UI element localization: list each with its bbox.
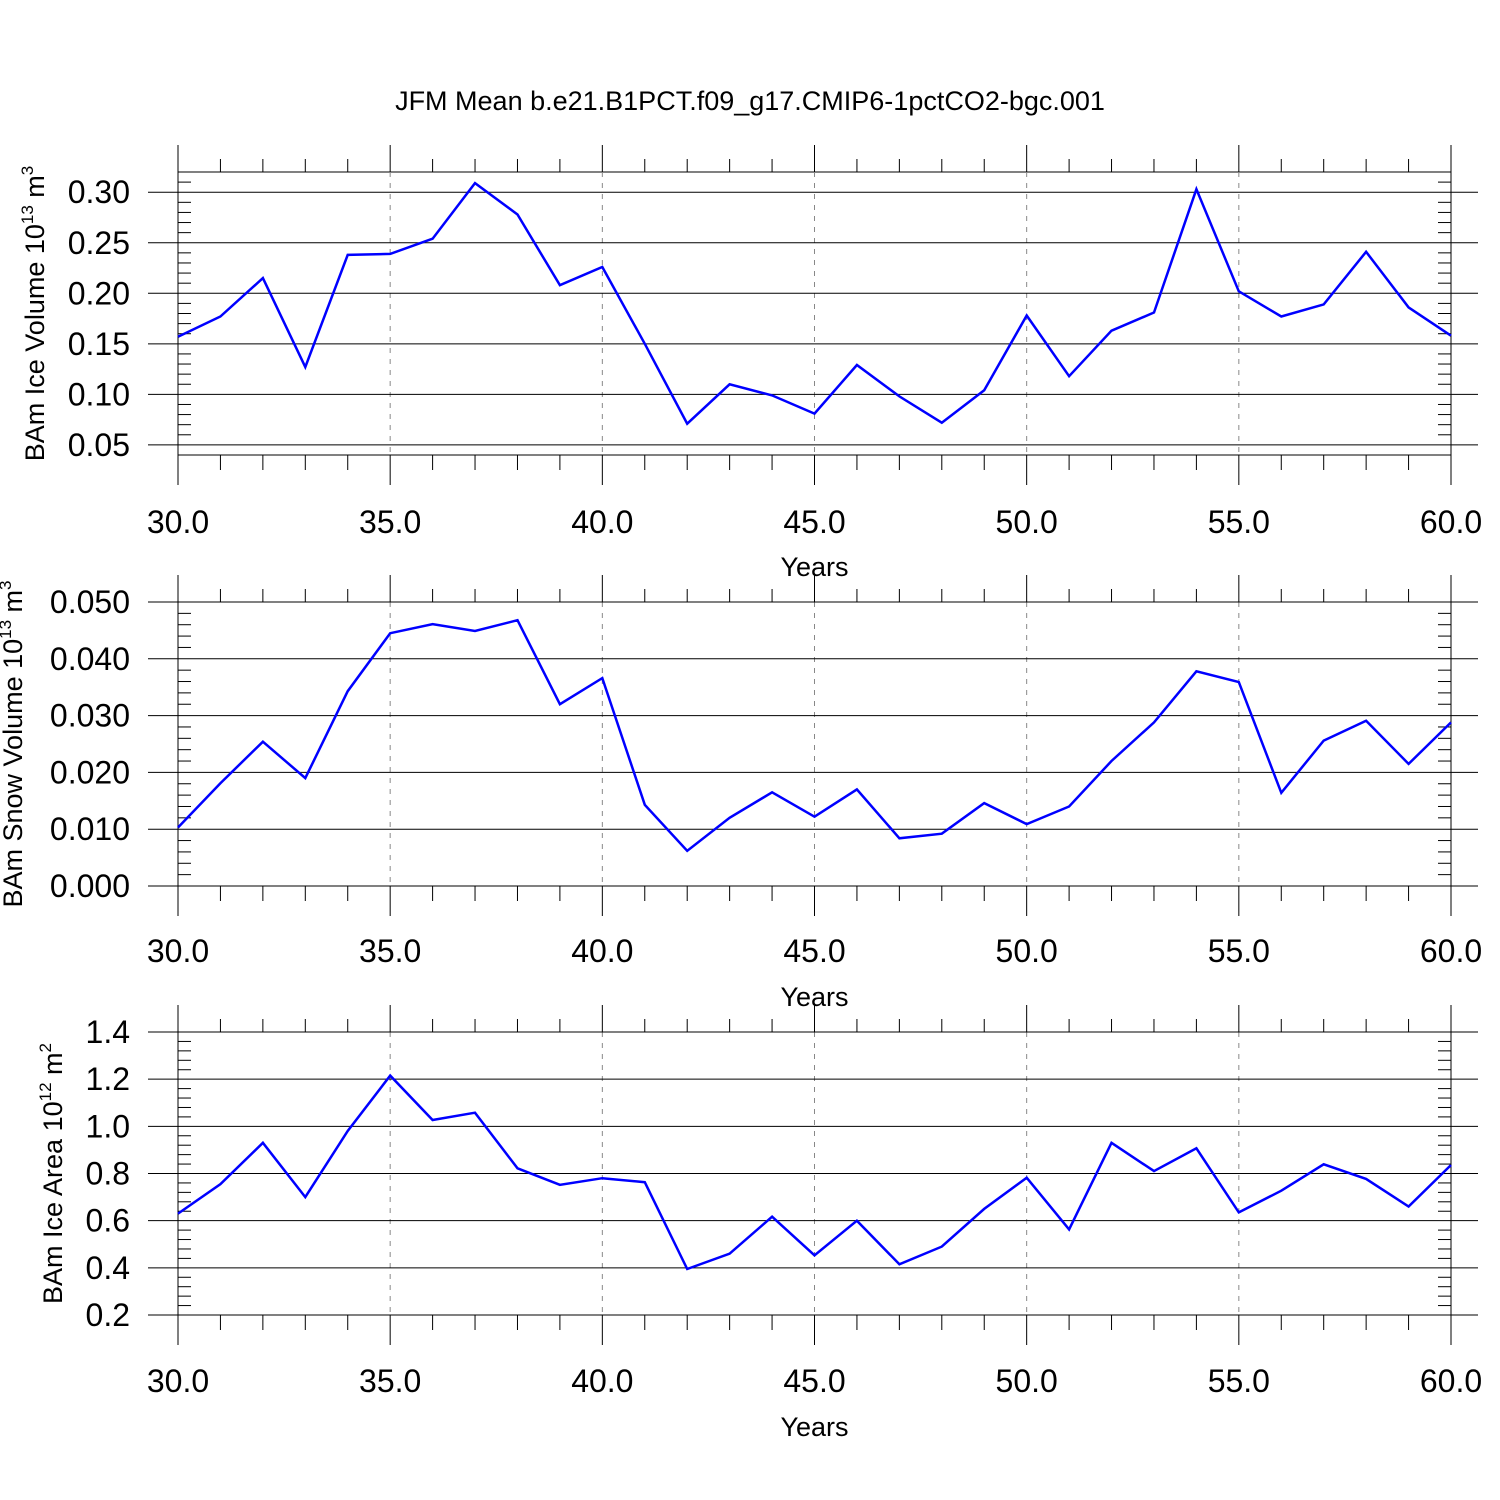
y-tick-label: 0.4 xyxy=(86,1250,130,1286)
y-axis-title-main: BAm Ice Area 10 xyxy=(38,1101,68,1304)
y-tick-label: 0.2 xyxy=(86,1297,130,1333)
y-axis-title-exponent: 13 xyxy=(0,620,15,639)
series-line xyxy=(177,181,1452,426)
y-axis-title-exponent: 13 xyxy=(18,205,37,224)
y-tick-label: 0.010 xyxy=(50,811,130,847)
y-tick-label: 0.30 xyxy=(68,174,130,210)
x-tick-label: 45.0 xyxy=(783,504,845,540)
y-tick-label: 0.20 xyxy=(68,275,130,311)
y-tick-label: 0.020 xyxy=(50,754,130,790)
x-tick-label: 60.0 xyxy=(1420,933,1482,969)
x-tick-label: 60.0 xyxy=(1420,504,1482,540)
y-axis-title-unit-exponent: 3 xyxy=(18,166,37,175)
y-tick-label: 0.15 xyxy=(68,326,130,362)
y-axis-title-unit-exponent: 2 xyxy=(36,1043,55,1052)
x-tick-label: 40.0 xyxy=(571,933,633,969)
chart-panels: 30.0 35.0 40.0 45.0 50.0 55.0 60.0 0.05 0.10 0.15… xyxy=(0,145,1482,1442)
x-tick-label: 40.0 xyxy=(571,1363,633,1399)
x-tick-label: 30.0 xyxy=(147,1363,209,1399)
y-tick-label: 0.25 xyxy=(68,225,130,261)
x-tick-label: 55.0 xyxy=(1208,1363,1270,1399)
y-tick-label: 0.030 xyxy=(50,698,130,734)
y-axis-title-unit: m xyxy=(38,1052,68,1082)
y-tick-label: 0.000 xyxy=(50,868,130,904)
x-tick-label: 60.0 xyxy=(1420,1363,1482,1399)
y-tick-label: 0.10 xyxy=(68,376,130,412)
y-axis-title-exponent: 12 xyxy=(36,1082,55,1101)
x-tick-label: 45.0 xyxy=(783,1363,845,1399)
y-tick-label: 0.040 xyxy=(50,641,130,677)
y-tick-label: 0.05 xyxy=(68,427,130,463)
figure-title: JFM Mean b.e21.B1PCT.f09_g17.CMIP6-1pctC… xyxy=(395,86,1105,116)
y-axis-title-main: BAm Snow Volume 10 xyxy=(0,639,28,908)
y-axis-title-unit: m xyxy=(20,175,50,205)
x-tick-label: 30.0 xyxy=(147,504,209,540)
x-tick-label: 50.0 xyxy=(996,933,1058,969)
y-axis-title: BAm Snow Volume 1013 m3 xyxy=(0,580,28,907)
x-tick-label: 45.0 xyxy=(783,933,845,969)
x-tick-label: 35.0 xyxy=(359,504,421,540)
x-tick-label: 35.0 xyxy=(359,1363,421,1399)
y-tick-label: 1.4 xyxy=(86,1014,130,1050)
series-line xyxy=(177,618,1452,853)
chart-panel-2: 30.0 35.0 40.0 45.0 50.0 55.0 60.0 0.000 0.010 0.… xyxy=(0,575,1482,1012)
chart-panel-1: 30.0 35.0 40.0 45.0 50.0 55.0 60.0 0.05 0.10 0.15… xyxy=(18,145,1482,582)
y-axis-title-unit-exponent: 3 xyxy=(0,580,15,589)
x-tick-label: 30.0 xyxy=(147,933,209,969)
x-tick-label: 50.0 xyxy=(996,1363,1058,1399)
y-axis-title-unit: m xyxy=(0,590,28,620)
x-tick-label: 40.0 xyxy=(571,504,633,540)
y-tick-label: 1.0 xyxy=(86,1108,130,1144)
x-tick-label: 35.0 xyxy=(359,933,421,969)
y-tick-label: 1.2 xyxy=(86,1061,130,1097)
y-tick-label: 0.8 xyxy=(86,1156,130,1192)
x-axis-title: Years xyxy=(780,1412,848,1442)
chart-panel-3: 30.0 35.0 40.0 45.0 50.0 55.0 60.0 0.2 0.4 0.6 0.8… xyxy=(36,1005,1482,1442)
x-tick-label: 55.0 xyxy=(1208,933,1270,969)
series-line xyxy=(177,1073,1452,1271)
y-axis-title: BAm Ice Volume 1013 m3 xyxy=(18,166,50,462)
y-tick-label: 0.6 xyxy=(86,1203,130,1239)
x-tick-label: 50.0 xyxy=(996,504,1058,540)
y-axis-title-main: BAm Ice Volume 10 xyxy=(20,224,50,461)
y-axis-title: BAm Ice Area 1012 m2 xyxy=(36,1043,68,1304)
x-tick-label: 55.0 xyxy=(1208,504,1270,540)
y-tick-label: 0.050 xyxy=(50,584,130,620)
